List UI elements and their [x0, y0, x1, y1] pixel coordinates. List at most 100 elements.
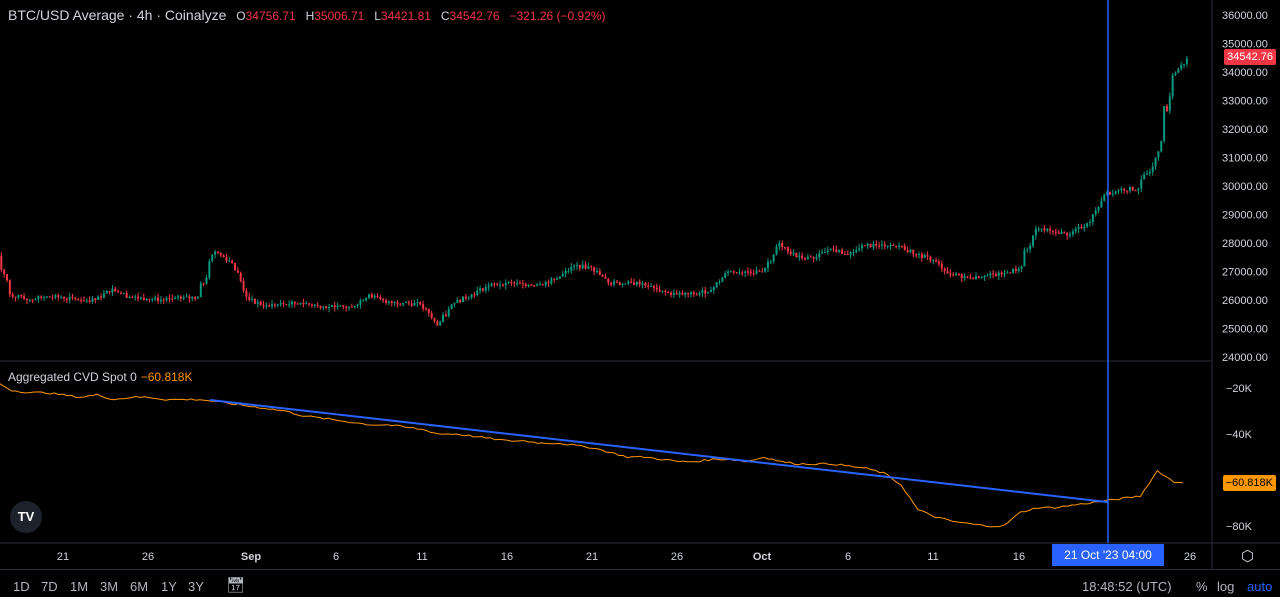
candle: [105, 290, 108, 294]
candle: [937, 261, 940, 264]
candle: [1034, 228, 1037, 236]
candle: [265, 305, 268, 307]
candle: [242, 281, 245, 291]
range-7d[interactable]: 7D: [41, 579, 58, 594]
candle: [28, 299, 31, 301]
candle: [182, 297, 185, 299]
candle: [1017, 268, 1020, 271]
chart-canvas[interactable]: 24000.00 25000.00 26000.00 27000.00 28000.00…: [0, 0, 1280, 569]
candle: [823, 251, 826, 253]
candle: [367, 294, 370, 298]
candle: [188, 296, 191, 299]
candle: [818, 253, 821, 258]
candle: [484, 287, 487, 291]
candle: [1000, 272, 1003, 275]
candle: [729, 271, 732, 273]
close-value: 34542.76: [449, 9, 500, 23]
candle: [595, 271, 598, 273]
candle: [88, 300, 91, 302]
candle: [875, 243, 878, 246]
calendar-icon[interactable]: 📅︎: [226, 577, 246, 594]
candle: [815, 257, 818, 259]
candle: [1037, 228, 1040, 230]
candle: [159, 299, 162, 302]
candle: [969, 277, 972, 279]
candle: [804, 258, 806, 260]
candle: [279, 303, 282, 305]
candle: [1032, 235, 1034, 246]
settings-icon[interactable]: ⬡: [1241, 548, 1255, 565]
candle: [866, 243, 869, 246]
candle: [576, 265, 578, 267]
candle: [196, 297, 199, 299]
candle: [521, 283, 524, 285]
percent-toggle[interactable]: %: [1196, 579, 1208, 594]
candle: [650, 285, 653, 287]
price-tick: 26000.00: [1222, 295, 1268, 307]
candle: [1014, 268, 1017, 271]
price-tick: 30000.00: [1222, 181, 1268, 193]
candle: [131, 297, 134, 299]
candle: [1091, 214, 1094, 223]
candle: [607, 278, 610, 283]
candle: [37, 296, 40, 300]
candle: [898, 245, 901, 247]
candle: [328, 306, 331, 309]
candle: [350, 306, 353, 308]
range-1d[interactable]: 1D: [13, 579, 30, 594]
candle: [1126, 190, 1129, 192]
range-3y[interactable]: 3Y: [188, 579, 204, 594]
candle: [977, 276, 980, 278]
range-1m[interactable]: 1M: [70, 579, 89, 594]
candle: [387, 301, 390, 303]
candle: [1131, 186, 1134, 191]
candle: [342, 305, 345, 307]
candle: [789, 251, 792, 255]
close-label: C: [440, 9, 450, 23]
candle: [655, 287, 658, 290]
candle: [672, 292, 675, 295]
candle: [838, 249, 841, 252]
trend-line[interactable]: [209, 398, 1109, 504]
candle: [322, 306, 325, 308]
candle: [772, 254, 775, 262]
candle: [288, 304, 291, 306]
candle: [208, 261, 211, 279]
range-3m[interactable]: 3M: [100, 579, 119, 594]
candle: [496, 284, 499, 286]
cvd-name: Aggregated CVD Spot 0: [8, 370, 137, 384]
candle: [889, 244, 892, 247]
candle: [841, 249, 844, 254]
candle: [809, 256, 812, 258]
candle: [855, 249, 858, 253]
candle: [903, 245, 906, 251]
candle: [684, 292, 687, 295]
auto-toggle[interactable]: auto: [1247, 579, 1273, 594]
range-6m[interactable]: 6M: [130, 579, 149, 594]
candle: [313, 304, 316, 306]
tradingview-logo-icon[interactable]: TV: [10, 501, 42, 533]
open-label: O: [236, 9, 246, 23]
candle: [1100, 200, 1103, 208]
candle: [923, 255, 926, 258]
candle: [573, 265, 576, 267]
cvd-value: −60.818K: [140, 370, 193, 384]
time-tick: 21: [57, 551, 69, 563]
candle: [829, 248, 832, 251]
range-1y[interactable]: 1Y: [161, 579, 177, 594]
candle: [299, 302, 302, 304]
candle: [861, 245, 863, 249]
cvd-legend: Aggregated CVD Spot 0 −60.818K: [8, 370, 192, 384]
candle: [0, 255, 3, 270]
candle: [858, 248, 861, 250]
candle: [54, 295, 57, 298]
log-toggle[interactable]: log: [1217, 579, 1235, 594]
price-tick: 31000.00: [1222, 153, 1268, 165]
candle: [139, 297, 142, 299]
candle: [1020, 266, 1023, 269]
candle: [852, 252, 855, 254]
candle: [1151, 166, 1154, 172]
candle: [362, 300, 365, 302]
time-tick: 21: [586, 551, 598, 563]
candle: [667, 292, 670, 294]
